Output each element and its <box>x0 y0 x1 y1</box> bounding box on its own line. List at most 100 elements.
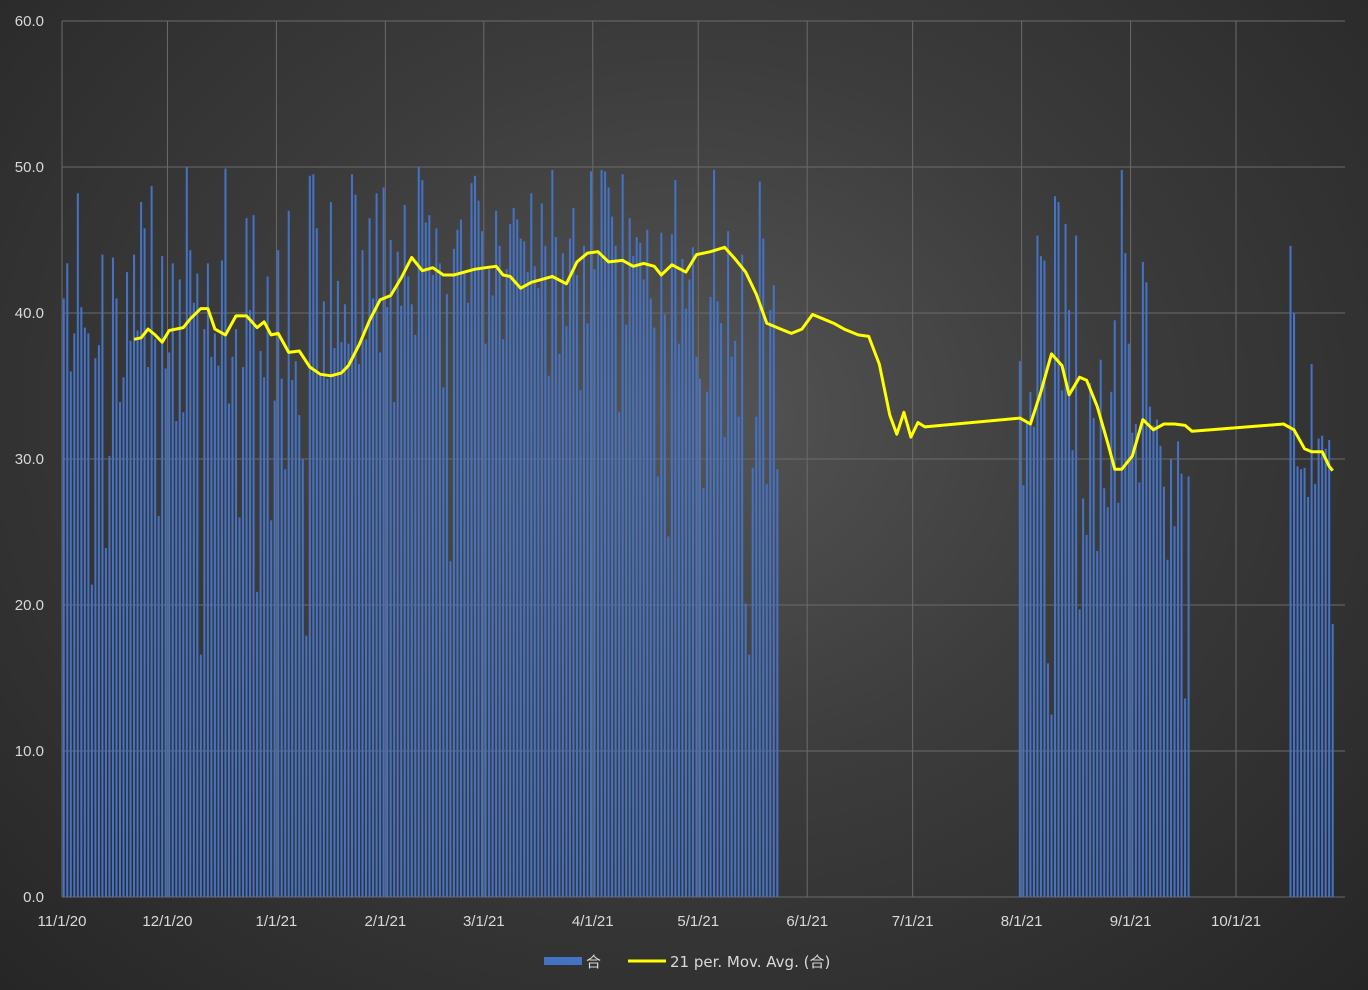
bar <box>674 180 677 897</box>
bar <box>554 237 557 897</box>
bar <box>168 352 171 897</box>
bar <box>435 228 438 897</box>
bar <box>1310 364 1313 898</box>
bar <box>284 469 287 897</box>
bar <box>182 412 185 897</box>
x-tick-label: 7/1/21 <box>892 913 934 930</box>
bar <box>1177 441 1180 897</box>
bar <box>561 253 564 897</box>
bar <box>273 400 276 897</box>
bar-series <box>62 167 1334 898</box>
bar <box>716 301 719 897</box>
legend: 合 21 per. Mov. Avg. (合) <box>544 953 830 971</box>
bar <box>635 237 638 897</box>
bar <box>319 372 322 897</box>
bar <box>189 250 192 898</box>
bar <box>1296 466 1299 897</box>
bar <box>691 247 694 898</box>
bar <box>136 330 139 897</box>
bar <box>291 380 294 897</box>
bar <box>161 256 164 897</box>
bar <box>1113 320 1116 897</box>
bar <box>111 257 114 897</box>
bar <box>83 327 86 898</box>
x-tick-label: 6/1/21 <box>786 913 828 930</box>
bar <box>744 603 747 897</box>
y-tick-label: 60.0 <box>15 13 44 30</box>
bar <box>600 169 603 898</box>
bar <box>530 193 533 897</box>
bar <box>575 275 578 897</box>
bar <box>653 327 656 898</box>
bar <box>1166 559 1169 897</box>
bar <box>343 304 346 897</box>
bar <box>108 456 111 897</box>
bar <box>614 245 617 898</box>
bar <box>663 314 666 898</box>
bar <box>593 269 596 897</box>
bar <box>1106 507 1109 897</box>
bar <box>491 295 494 898</box>
bar <box>129 340 132 897</box>
bar <box>1173 526 1176 897</box>
bar <box>308 175 311 897</box>
bar <box>375 193 378 897</box>
bar <box>660 232 663 897</box>
bar <box>1039 256 1042 897</box>
bar <box>428 215 431 897</box>
bar <box>656 476 659 897</box>
bar <box>393 402 396 897</box>
bar <box>723 437 726 897</box>
bar <box>509 223 512 897</box>
bar <box>481 231 484 898</box>
bar <box>104 548 107 897</box>
bar <box>403 204 406 897</box>
bar <box>1314 483 1317 897</box>
bar <box>519 238 522 898</box>
bar <box>301 459 304 897</box>
bar <box>340 342 343 897</box>
bar <box>670 234 673 897</box>
bar <box>1110 391 1113 897</box>
bar <box>417 167 420 897</box>
bar <box>1029 391 1032 897</box>
bar <box>607 187 610 897</box>
bar <box>695 356 698 897</box>
x-tick-label: 9/1/21 <box>1110 913 1152 930</box>
bar <box>582 245 586 898</box>
bar <box>157 515 160 897</box>
bar <box>1096 550 1099 897</box>
bar <box>551 169 554 898</box>
bar <box>263 377 266 897</box>
bar <box>164 368 167 898</box>
bar <box>315 228 318 897</box>
bar <box>294 361 297 897</box>
bar <box>87 333 90 897</box>
legend-swatch-bars <box>544 957 582 965</box>
bar <box>178 279 181 897</box>
bar <box>488 269 491 897</box>
bar <box>765 483 768 897</box>
bar <box>688 279 691 897</box>
bar <box>76 193 79 897</box>
bar <box>238 517 241 897</box>
bar <box>1331 623 1334 897</box>
bar <box>217 365 220 897</box>
bar <box>1117 502 1120 897</box>
bar <box>171 263 174 897</box>
bar <box>639 242 642 898</box>
bar <box>540 203 543 897</box>
bar <box>1124 253 1127 897</box>
bar <box>312 174 315 898</box>
bar <box>224 168 227 897</box>
bar <box>414 334 417 897</box>
bar <box>287 210 290 898</box>
bar <box>632 256 635 897</box>
bar <box>618 412 621 897</box>
bar <box>365 339 368 897</box>
bar <box>97 345 100 897</box>
bar <box>249 310 252 898</box>
bar <box>1155 419 1158 897</box>
bar <box>512 207 515 897</box>
x-tick-label: 11/1/20 <box>38 913 87 930</box>
